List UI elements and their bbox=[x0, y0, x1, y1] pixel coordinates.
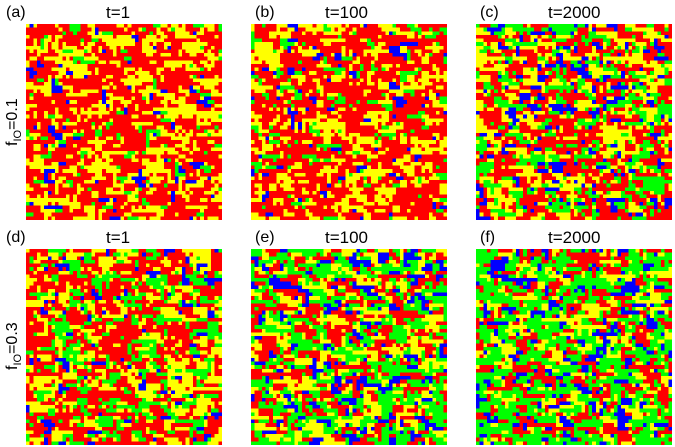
lattice-panel-a bbox=[26, 24, 222, 220]
lattice-grid-e bbox=[251, 249, 447, 445]
panel-tag-a: (a) bbox=[6, 4, 26, 21]
panel-title-e: t=100 bbox=[325, 228, 369, 247]
lattice-panel-b bbox=[251, 24, 447, 220]
row-label-bottom: fIO=0.3 bbox=[4, 322, 25, 370]
lattice-panel-e bbox=[251, 249, 447, 445]
lattice-grid-a bbox=[26, 24, 222, 220]
lattice-grid-c bbox=[476, 24, 672, 220]
row-label-top: fIO=0.1 bbox=[4, 98, 25, 146]
lattice-panel-c bbox=[476, 24, 672, 220]
lattice-panel-f bbox=[476, 249, 672, 445]
panel-tag-d: (d) bbox=[6, 229, 26, 246]
panel-title-b: t=100 bbox=[325, 3, 369, 22]
panel-tag-f: (f) bbox=[480, 229, 496, 246]
panel-tag-b: (b) bbox=[255, 4, 275, 21]
panel-tag-c: (c) bbox=[480, 4, 499, 21]
lattice-grid-f bbox=[476, 249, 672, 445]
panel-title-c: t=2000 bbox=[548, 3, 601, 22]
lattice-grid-d bbox=[26, 249, 222, 445]
lattice-grid-b bbox=[251, 24, 447, 220]
panel-title-f: t=2000 bbox=[548, 228, 601, 247]
panel-title-a: t=1 bbox=[106, 3, 131, 22]
panel-tag-e: (e) bbox=[255, 229, 275, 246]
panel-title-d: t=1 bbox=[106, 228, 131, 247]
lattice-panel-d bbox=[26, 249, 222, 445]
